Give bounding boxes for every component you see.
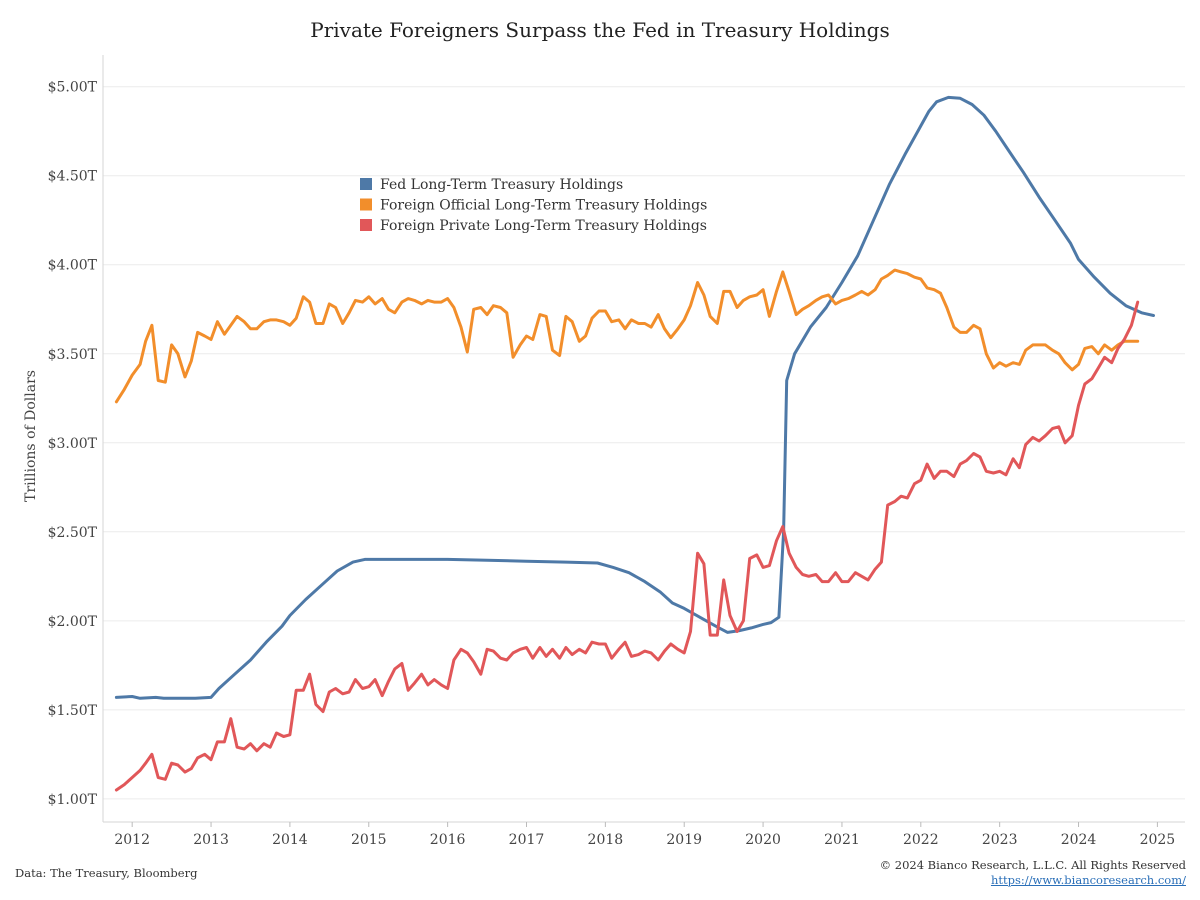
legend-swatch xyxy=(360,178,372,190)
legend: Fed Long-Term Treasury Holdings Foreign O… xyxy=(360,177,707,234)
x-tick-label: 2025 xyxy=(1140,832,1176,848)
legend-swatch xyxy=(360,198,372,211)
y-axis-title: Trillions of Dollars xyxy=(23,370,39,502)
x-tick-label: 2023 xyxy=(982,832,1018,848)
y-tick-label: $1.50T xyxy=(48,703,98,719)
legend-label: Fed Long-Term Treasury Holdings xyxy=(380,177,623,193)
source-note: Data: The Treasury, Bloomberg xyxy=(15,866,198,880)
series-lines xyxy=(114,95,1155,792)
x-tick-label: 2017 xyxy=(509,832,545,848)
x-tick-label: 2021 xyxy=(824,832,860,848)
legend-swatch xyxy=(360,219,372,231)
x-tick-label: 2012 xyxy=(114,832,150,848)
y-tick-label: $3.00T xyxy=(48,436,98,452)
x-tick-label: 2013 xyxy=(193,832,229,848)
y-tick-label: $4.00T xyxy=(48,258,98,274)
y-tick-label: $3.50T xyxy=(48,347,98,363)
footer-credits: © 2024 Bianco Research, L.L.C. All Right… xyxy=(880,858,1186,888)
chart-title: Private Foreigners Surpass the Fed in Tr… xyxy=(310,18,890,42)
legend-label: Foreign Official Long-Term Treasury Hold… xyxy=(380,198,707,214)
x-tick-label: 2018 xyxy=(588,832,624,848)
series-line-3 xyxy=(114,300,1140,792)
legend-label: Foreign Private Long-Term Treasury Holdi… xyxy=(380,218,707,234)
y-tick-label: $1.00T xyxy=(48,792,98,808)
x-tick-label: 2022 xyxy=(903,832,939,848)
axes: $1.00T $1.50T $2.00T $2.50T $3.00T $3.50T $4.0… xyxy=(48,55,1185,848)
website-link[interactable]: https://www.biancoresearch.com/ xyxy=(990,873,1186,887)
x-tick-label: 2015 xyxy=(351,832,387,848)
x-tick-label: 2020 xyxy=(745,832,781,848)
series-line-1 xyxy=(114,95,1155,700)
series-line-2 xyxy=(114,268,1140,404)
gridlines xyxy=(103,86,1185,800)
x-tick-label: 2024 xyxy=(1061,832,1097,848)
y-tick-label: $2.50T xyxy=(48,525,98,541)
x-tick-label: 2014 xyxy=(272,832,308,848)
copyright-text: © 2024 Bianco Research, L.L.C. All Right… xyxy=(879,858,1186,872)
y-tick-label: $5.00T xyxy=(48,80,98,96)
y-tick-label: $2.00T xyxy=(48,614,98,630)
y-tick-label: $4.50T xyxy=(48,169,98,185)
x-tick-label: 2019 xyxy=(666,832,702,848)
x-tick-label: 2016 xyxy=(430,832,466,848)
